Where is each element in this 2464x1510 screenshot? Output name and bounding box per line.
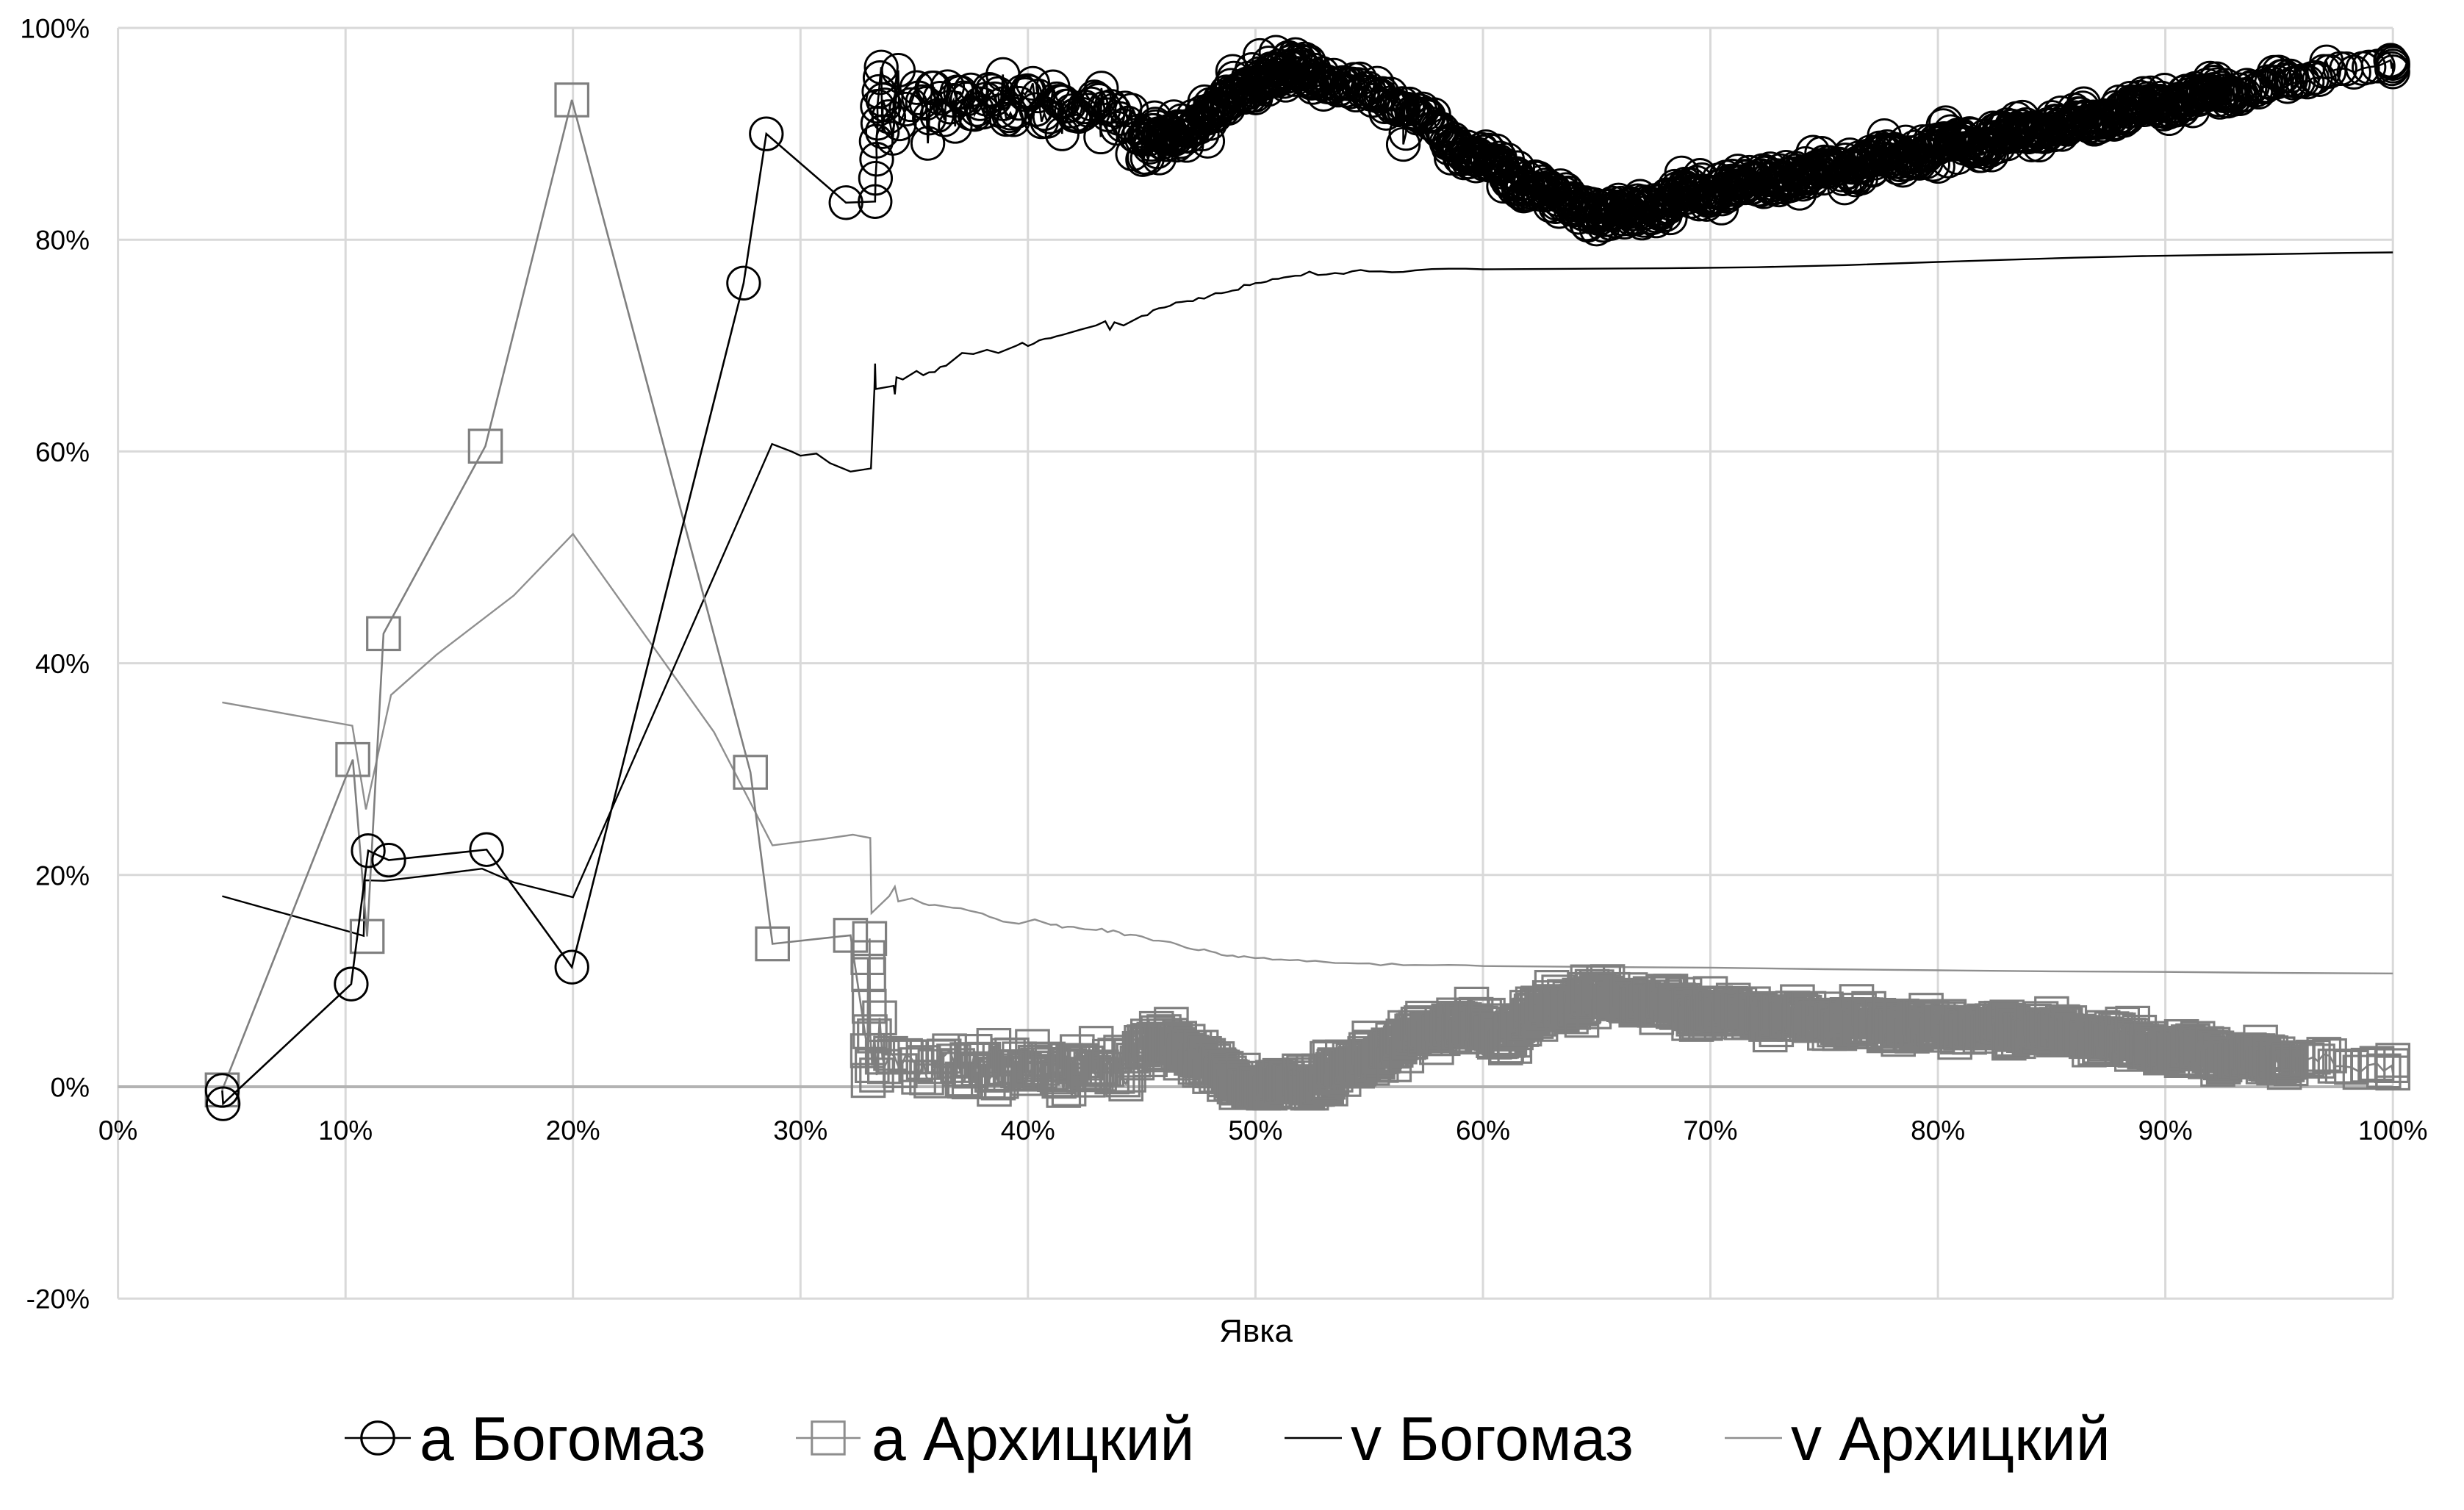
svg-text:-20%: -20% [26,1284,90,1315]
svg-text:80%: 80% [1911,1115,1965,1146]
svg-text:а Богомаз: а Богомаз [420,1404,705,1473]
svg-text:40%: 40% [35,649,90,679]
svg-text:20%: 20% [35,860,90,891]
svg-text:а Архицкий: а Архицкий [872,1404,1194,1473]
svg-text:0%: 0% [51,1073,90,1103]
svg-text:100%: 100% [2358,1115,2428,1146]
svg-text:20%: 20% [546,1115,600,1146]
svg-text:60%: 60% [35,437,90,467]
svg-text:v Архицкий: v Архицкий [1791,1404,2111,1473]
svg-text:100%: 100% [20,14,90,44]
svg-text:80%: 80% [35,226,90,256]
svg-text:10%: 10% [318,1115,373,1146]
svg-text:50%: 50% [1228,1115,1282,1146]
svg-text:90%: 90% [2138,1115,2193,1146]
svg-text:30%: 30% [773,1115,827,1146]
svg-text:Явка: Явка [1219,1313,1293,1349]
svg-text:v Богомаз: v Богомаз [1351,1404,1634,1473]
svg-text:70%: 70% [1683,1115,1737,1146]
svg-text:40%: 40% [1001,1115,1055,1146]
svg-text:0%: 0% [98,1115,137,1146]
svg-text:60%: 60% [1456,1115,1510,1146]
